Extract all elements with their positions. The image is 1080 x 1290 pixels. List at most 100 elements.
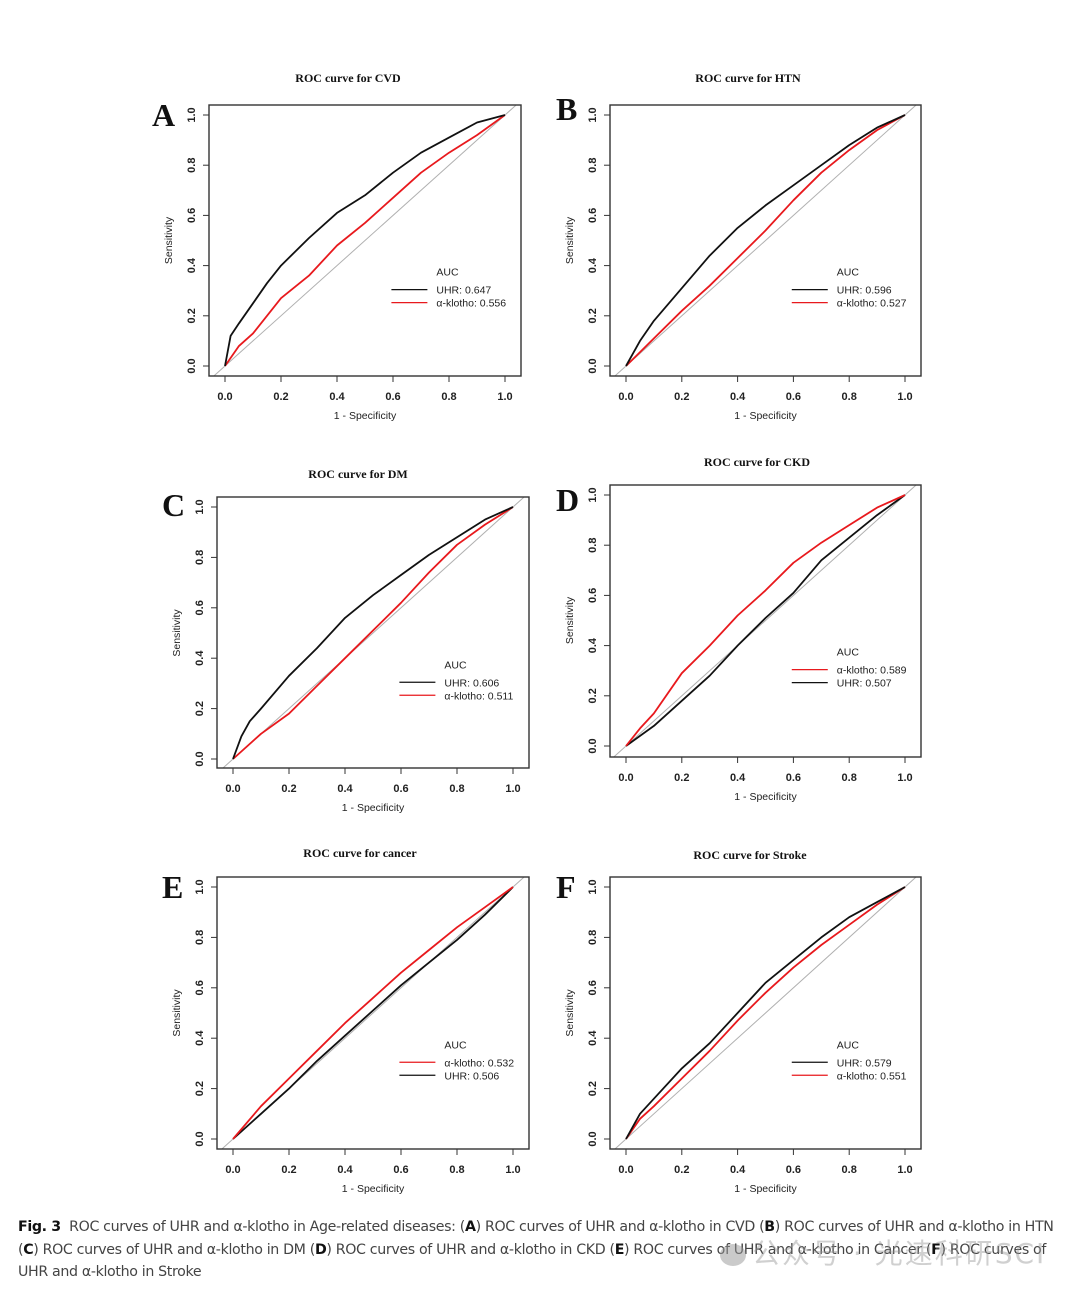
panel-letter: B (556, 91, 577, 127)
x-tick-label: 0.6 (393, 783, 408, 795)
panel-letter: C (162, 487, 185, 523)
y-tick-label: 0.8 (194, 550, 206, 565)
y-tick-label: 0.2 (194, 1081, 206, 1096)
roc-line-klotho (625, 886, 906, 1140)
y-tick-label: 0.2 (186, 308, 198, 323)
x-tick-label: 1.0 (897, 772, 912, 784)
x-tick-label: 0.2 (674, 1164, 689, 1176)
caption-part-a: (A) ROC curves of UHR and α-klotho in CV… (459, 1219, 756, 1235)
x-axis-label: 1 - Specificity (342, 802, 405, 814)
caption-part-d: (D) ROC curves of UHR and α-klotho in CK… (309, 1241, 606, 1258)
panel-title: ROC curve for Stroke (693, 848, 807, 862)
roc-panel-c: ROC curve for DM C 0.0 0.2 0.4 0.6 0.8 1.0 0.0 0.… (162, 467, 530, 814)
diagonal-reference-line (614, 105, 917, 376)
y-tick-label: 0.0 (194, 751, 206, 766)
caption-label: Fig. 3 (18, 1219, 61, 1235)
plot-frame (609, 484, 922, 758)
x-tick-label: 0.8 (441, 391, 456, 403)
y-tick-label: 0.0 (186, 358, 198, 373)
x-axis-label: 1 - Specificity (734, 791, 797, 803)
legend-entry: UHR: 0.506 (444, 1070, 499, 1082)
figure: ROC curve for CVD A 0.0 0.2 0.4 0.6 0.8 1.0 0.0 0… (152, 71, 922, 1195)
legend-entry: α-klotho: 0.511 (444, 690, 513, 702)
roc-panel-d: ROC curve for CKD D 0.0 0.2 0.4 0.6 0.8 1.0 0.0 0… (556, 455, 922, 803)
x-tick-label: 0.2 (674, 391, 689, 403)
roc-panel-a: ROC curve for CVD A 0.0 0.2 0.4 0.6 0.8 1.0 0.0 0… (152, 71, 522, 422)
roc-line-klotho (625, 494, 906, 747)
legend-entry: α-klotho: 0.556 (436, 298, 506, 310)
roc-line-uhr (625, 886, 906, 1140)
diagonal-reference-line (613, 485, 917, 757)
y-tick-label: 0.4 (587, 637, 599, 653)
y-axis-label: Sensitivity (564, 989, 576, 1037)
roc-line-klotho (224, 114, 506, 367)
x-tick-label: 0.8 (449, 783, 464, 795)
roc-panel-f: ROC curve for Stroke F 0.0 0.2 0.4 0.6 0.8 1.0 0… (556, 848, 922, 1195)
y-tick-label: 0.8 (587, 538, 599, 553)
y-tick-label: 1.0 (587, 879, 599, 894)
x-tick-label: 1.0 (897, 1164, 912, 1176)
x-tick-label: 1.0 (505, 1164, 520, 1176)
x-tick-label: 0.0 (217, 391, 232, 403)
y-tick-label: 0.0 (194, 1131, 206, 1146)
x-tick-label: 0.6 (786, 391, 801, 403)
x-tick-label: 0.8 (449, 1164, 464, 1176)
y-tick-label: 1.0 (186, 107, 198, 122)
x-tick-label: 1.0 (897, 391, 912, 403)
y-tick-label: 1.0 (587, 487, 599, 502)
y-tick-label: 0.2 (587, 1081, 599, 1096)
y-tick-label: 0.2 (587, 308, 599, 323)
y-axis-label: Sensitivity (163, 216, 175, 264)
legend-entry: UHR: 0.606 (444, 677, 499, 689)
panel-title: ROC curve for cancer (303, 846, 417, 860)
y-tick-label: 0.6 (194, 600, 206, 615)
x-tick-label: 0.0 (225, 783, 240, 795)
caption-part-f: (F) ROC curves of UHR and α-klotho in St… (18, 1241, 1047, 1281)
x-tick-label: 0.4 (329, 391, 345, 403)
legend-title: AUC (837, 647, 860, 659)
roc-line-uhr (625, 114, 906, 367)
y-tick-label: 0.4 (194, 650, 206, 666)
panel-title: ROC curve for CKD (704, 455, 810, 469)
x-tick-label: 0.0 (618, 1164, 633, 1176)
y-tick-label: 0.8 (587, 930, 599, 945)
legend-title: AUC (436, 267, 459, 279)
y-tick-label: 0.8 (587, 158, 599, 173)
x-tick-label: 0.6 (385, 391, 400, 403)
caption-part-c: (C) ROC curves of UHR and α-klotho in DM (18, 1241, 306, 1258)
plot-frame (609, 876, 922, 1150)
y-tick-label: 0.2 (587, 688, 599, 703)
y-tick-label: 0.8 (186, 158, 198, 173)
x-tick-label: 0.4 (730, 1164, 746, 1176)
x-tick-label: 0.0 (225, 1164, 240, 1176)
x-tick-label: 0.4 (337, 783, 353, 795)
legend-title: AUC (444, 1039, 467, 1051)
figure-caption: Fig. 3 ROC curves of UHR and α-klotho in… (18, 1216, 1068, 1284)
panel-letter: F (556, 869, 576, 905)
y-axis-label: Sensitivity (564, 216, 576, 264)
diagonal-reference-line (614, 877, 917, 1149)
roc-line-uhr (232, 886, 514, 1140)
legend-entry: UHR: 0.507 (837, 678, 892, 690)
legend-entry: UHR: 0.647 (436, 285, 491, 297)
legend-entry: α-klotho: 0.589 (837, 665, 907, 677)
y-axis-label: Sensitivity (171, 609, 183, 657)
x-tick-label: 0.2 (273, 391, 288, 403)
roc-line-uhr (224, 114, 506, 367)
y-tick-label: 0.8 (194, 930, 206, 945)
y-tick-label: 1.0 (194, 879, 206, 894)
roc-figure-svg: ROC curve for CVD A 0.0 0.2 0.4 0.6 0.8 1.0 0.0 0… (152, 71, 922, 1195)
y-tick-label: 0.4 (587, 257, 599, 273)
y-tick-label: 0.6 (587, 588, 599, 603)
x-tick-label: 0.8 (842, 391, 857, 403)
x-tick-label: 1.0 (505, 783, 520, 795)
plot-frame (216, 496, 530, 769)
roc-panel-e: ROC curve for cancer E 0.0 0.2 0.4 0.6 0.8 1.0 0… (162, 846, 530, 1195)
caption-part-e: (E) ROC curves of UHR and α-klotho in Ca… (609, 1241, 923, 1258)
panel-letter: E (162, 869, 183, 905)
legend-entry: α-klotho: 0.532 (444, 1057, 514, 1069)
x-tick-label: 0.2 (281, 783, 296, 795)
x-tick-label: 0.8 (842, 1164, 857, 1176)
y-tick-label: 0.6 (194, 980, 206, 995)
y-tick-label: 0.4 (186, 257, 198, 273)
